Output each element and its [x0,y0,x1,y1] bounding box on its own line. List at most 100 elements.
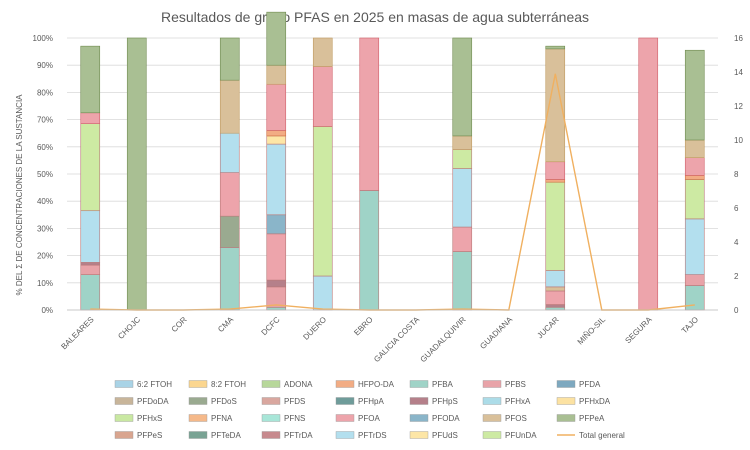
legend-swatch [188,431,208,439]
legend-swatch [114,397,134,405]
x-tick-label: CHOJC [116,315,142,341]
x-axis: BALEARES CHOJC COR CMA DCFC DUERO EBROGALICIA … [59,309,718,364]
bar-segment [545,306,566,311]
legend-swatch [556,397,576,405]
legend-swatch [188,414,208,422]
bar-segment [452,37,473,137]
x-tick-label: JUCAR [535,315,560,340]
y-axis-secondary: 0 2 4 6 8 10 12 14 16 [734,34,743,315]
legend-swatch [409,414,429,422]
y-tick-label: 10% [37,279,53,288]
legend-swatch [556,414,576,422]
legend-swatch [261,414,281,422]
x-tick-label: TAJO [680,315,700,335]
y2-tick-label: 6 [734,204,739,213]
bar-segment [219,215,240,248]
legend-swatch [482,380,502,388]
x-tick-label: GUADIANA [478,315,514,351]
x-tick-label: COR [170,315,189,334]
x-tick-label: CMA [216,315,235,334]
legend: 6:2 FTOH 8:2 FTOH ADONA HFPO-DA PFBA PFBS PFDA… [114,380,625,440]
bar-segment [545,286,566,292]
legend-swatch [409,397,429,405]
bar-segment [266,130,287,137]
y2-tick-label: 0 [734,306,739,315]
legend-label: PFBA [432,380,454,389]
bar-segment [80,210,101,263]
legend-label: PFHpA [358,397,384,406]
bar-segment [266,83,287,131]
y2-tick-label: 16 [734,34,743,43]
x-tick-label: EBRO [352,315,374,337]
legend-label: PFPeA [579,414,605,423]
y-tick-label: 80% [37,88,53,97]
bar-segment [545,270,566,288]
bar-segment [312,126,333,277]
bar-segment [266,233,287,281]
x-tick-label: DCFC [260,315,282,337]
bar-segment [80,274,101,311]
legend-label: PFDS [284,397,305,406]
legend-label: PFOS [505,414,527,423]
total-general-polyline [90,73,695,311]
legend-label: HFPO-DA [358,380,395,389]
y-tick-label: 30% [37,224,53,233]
legend-swatch [482,397,502,405]
y2-tick-label: 8 [734,170,739,179]
legend-label: PFPeS [137,431,162,440]
legend-swatch [188,397,208,405]
bar-segment [80,262,101,266]
y2-tick-label: 4 [734,238,739,247]
legend-swatch [335,414,355,422]
y-tick-label: 50% [37,170,53,179]
legend-label: PFHxA [505,397,531,406]
legend-swatch [188,380,208,388]
x-tick-label: BALEARES [59,315,95,351]
bar-segment [684,218,705,275]
legend-swatch [114,414,134,422]
bar-segment [684,157,705,176]
bar-segment [684,139,705,158]
bar-segment [359,190,380,311]
bar-segment [684,49,705,141]
legend-label: PFHpS [432,397,458,406]
bar-segment [312,275,333,311]
y2-tick-label: 14 [734,68,743,77]
legend-label: PFTrDA [284,431,313,440]
y-tick-label: 90% [37,61,53,70]
bar-segment [452,226,473,252]
legend-swatch [114,431,134,439]
legend-label: PFHxS [137,414,162,423]
total-general-line [90,73,695,311]
bar-segment [266,143,287,216]
bar-segment [219,79,240,134]
legend-label: 6:2 FTOH [137,380,172,389]
legend-swatch [261,431,281,439]
bar-segment [266,214,287,235]
legend-label: ADONA [284,380,313,389]
bar-segment [638,37,659,311]
legend-swatch [409,431,429,439]
bar-segment [266,306,287,311]
bar-segment [219,172,240,217]
legend-label: PFODA [432,414,460,423]
y-tick-label: 20% [37,252,53,261]
bar-segment [545,45,566,50]
bar-segment [545,179,566,183]
legend-label: PFTeDA [211,431,241,440]
legend-label: PFBS [505,380,526,389]
chart-title: Resultados de grupo PFAS en 2025 en masa… [161,9,589,25]
legend-label: PFNA [211,414,233,423]
bar-segment [452,251,473,311]
legend-label: PFTrDS [358,431,387,440]
bar-segment [266,11,287,66]
y2-tick-label: 12 [734,102,743,111]
x-tick-label: MIÑO-SIL [576,315,608,347]
grid-lines [67,37,718,311]
bar-segment [684,179,705,220]
bar-segment [266,279,287,288]
legend-swatch [261,380,281,388]
bar-segment [80,45,101,114]
bar-segment [452,149,473,169]
